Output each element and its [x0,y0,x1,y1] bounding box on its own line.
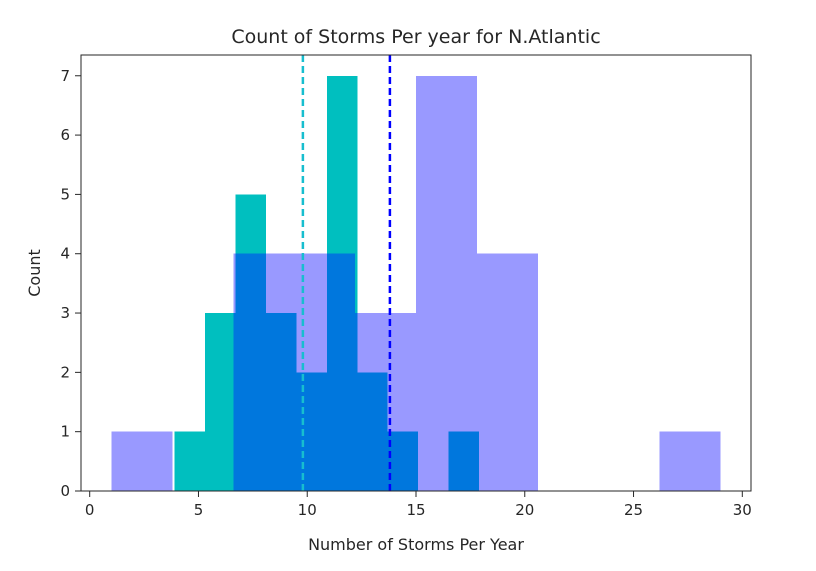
lavender-bar-6 [476,253,538,491]
chart-title: Count of Storms Per year for N.Atlantic [231,26,600,48]
overlap-bar-11 [476,431,480,491]
teal-bar-0 [174,431,205,491]
lavender-bar-5 [416,75,477,491]
x-axis-label: Number of Storms Per Year [308,535,524,554]
overlap-bar-4 [296,372,327,491]
y-tick-label: 7 [60,67,70,85]
overlap-bar-8 [387,431,416,491]
y-tick-label: 0 [60,482,70,500]
x-tick-label: 10 [298,501,317,519]
x-tick-label: 20 [515,501,534,519]
x-tick-label: 30 [733,501,752,519]
y-tick-label: 4 [60,245,70,263]
teal-bar-1 [204,313,236,491]
y-axis-label: Count [25,249,44,297]
overlap-bar-5 [326,253,356,491]
lavender-bar-9 [659,431,721,491]
overlap-bar-1 [235,253,266,491]
x-tick-label: 15 [406,501,425,519]
overlap-bar-10 [448,431,477,491]
overlap-bar-6 [355,313,358,491]
bars-layer [111,75,721,491]
x-tick-label: 5 [194,501,204,519]
y-tick-label: 2 [60,363,70,381]
y-tick-label: 6 [60,126,70,144]
x-tick-label: 25 [624,501,643,519]
x-tick-label: 0 [85,501,95,519]
overlap-bar-7 [357,372,388,491]
overlap-bar-2 [265,313,295,491]
x-axis-ticks: 0 5 10 15 20 25 30 [85,491,752,519]
y-tick-label: 3 [60,304,70,322]
mean-lines-layer [301,55,392,491]
lavender-bar-0 [111,431,173,491]
overlap-bar-3 [294,313,297,491]
overlap-bar-0 [233,313,236,491]
y-axis-ticks: 0 1 2 3 4 5 6 7 [60,67,81,500]
overlap-bar-9 [416,431,419,491]
y-tick-label: 1 [60,423,70,441]
y-tick-label: 5 [60,185,70,203]
